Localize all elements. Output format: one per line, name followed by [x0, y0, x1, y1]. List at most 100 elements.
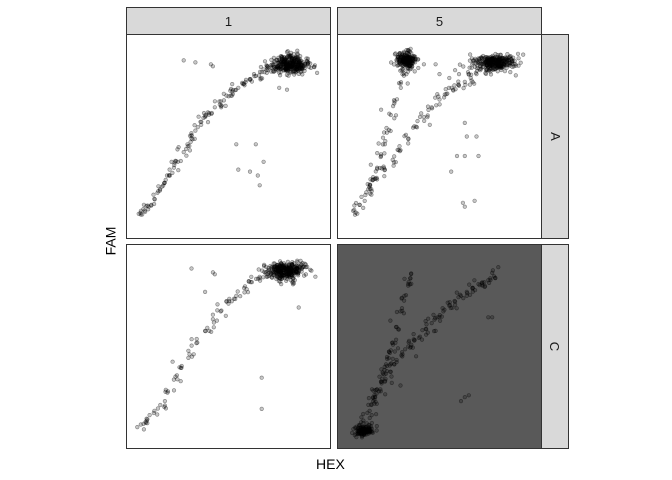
cluster-point	[485, 62, 490, 68]
cluster-point	[295, 266, 300, 272]
cluster-point	[499, 65, 504, 70]
cluster-point	[406, 60, 411, 65]
cluster-point	[303, 272, 308, 277]
cluster-point	[291, 66, 297, 71]
cluster-point	[361, 427, 366, 432]
cluster-point	[280, 65, 285, 71]
cluster-point	[401, 60, 406, 65]
cluster-point	[279, 54, 284, 59]
data-point	[406, 283, 411, 288]
cluster-point	[498, 64, 503, 69]
cluster-point	[274, 272, 280, 277]
cluster-point	[487, 63, 492, 68]
data-point	[486, 278, 491, 283]
cluster-point	[401, 61, 407, 66]
cluster-point	[504, 57, 509, 63]
data-point	[246, 279, 251, 284]
data-point	[258, 77, 263, 82]
cluster-point	[497, 57, 502, 63]
data-point	[263, 270, 269, 275]
data-point	[228, 88, 233, 93]
cluster-point	[480, 62, 485, 67]
cluster-point	[279, 274, 284, 279]
data-point	[383, 392, 388, 397]
data-point	[454, 290, 459, 295]
cluster-point	[299, 67, 304, 72]
cluster-point	[298, 258, 303, 263]
cluster-point	[365, 428, 370, 434]
data-point	[489, 66, 494, 71]
cluster-point	[278, 264, 283, 269]
cluster-point	[289, 55, 294, 61]
cluster-point	[367, 429, 372, 434]
outlier-point	[447, 75, 452, 81]
cluster-point	[293, 70, 298, 75]
cluster-point	[292, 269, 297, 274]
outlier-point	[208, 62, 213, 67]
cluster-point	[410, 56, 415, 61]
data-point	[425, 104, 431, 109]
cluster-point	[477, 59, 482, 65]
cluster-point	[278, 259, 283, 264]
cluster-point	[496, 65, 501, 70]
cluster-point	[404, 62, 409, 68]
cluster-point	[364, 428, 369, 433]
cluster-point	[494, 55, 500, 60]
cluster-point	[369, 429, 374, 434]
cluster-point	[364, 421, 369, 426]
cluster-point	[286, 274, 291, 279]
cluster-point	[285, 272, 290, 277]
cluster-point	[275, 272, 280, 277]
data-point	[409, 281, 414, 286]
cluster-point	[503, 60, 508, 65]
cluster-point	[478, 64, 483, 69]
cluster-point	[407, 58, 412, 63]
cluster-point	[395, 63, 400, 68]
data-point	[141, 427, 146, 432]
data-point	[365, 410, 370, 415]
cluster-point	[287, 64, 292, 69]
cluster-point	[285, 259, 290, 264]
cluster-point	[293, 63, 298, 69]
cluster-point	[281, 270, 286, 275]
cluster-point	[404, 61, 409, 66]
data-point	[431, 312, 436, 317]
cluster-point	[412, 60, 418, 65]
cluster-point	[358, 431, 364, 436]
cluster-point	[287, 63, 292, 68]
cluster-point	[285, 68, 290, 73]
data-point	[408, 276, 413, 281]
cluster-point	[492, 58, 497, 63]
cluster-point	[278, 54, 283, 59]
cluster-point	[279, 271, 284, 276]
cluster-point	[294, 266, 299, 271]
data-point	[445, 300, 450, 305]
cluster-point	[355, 431, 360, 436]
cluster-point	[280, 265, 285, 271]
cluster-point	[283, 57, 288, 63]
cluster-point	[499, 59, 504, 64]
data-point	[461, 295, 466, 301]
cluster-point	[308, 61, 313, 66]
cluster-point	[295, 271, 300, 276]
cluster-point	[401, 59, 406, 64]
data-point	[351, 208, 356, 213]
cluster-point	[282, 63, 287, 68]
data-point	[431, 328, 437, 334]
cluster-point	[397, 56, 402, 61]
cluster-point	[298, 60, 303, 65]
cluster-point	[291, 267, 296, 272]
cluster-point	[297, 56, 302, 62]
cluster-point	[269, 57, 274, 63]
cluster-point	[364, 427, 369, 432]
cluster-point	[266, 265, 271, 271]
data-point	[482, 284, 487, 290]
cluster-point	[312, 65, 317, 70]
cluster-point	[364, 428, 369, 433]
cluster-point	[488, 61, 493, 67]
cluster-point	[292, 273, 297, 278]
outlier-point	[462, 395, 467, 400]
data-point	[176, 145, 181, 150]
cluster-point	[298, 63, 304, 69]
cluster-point	[361, 431, 366, 436]
